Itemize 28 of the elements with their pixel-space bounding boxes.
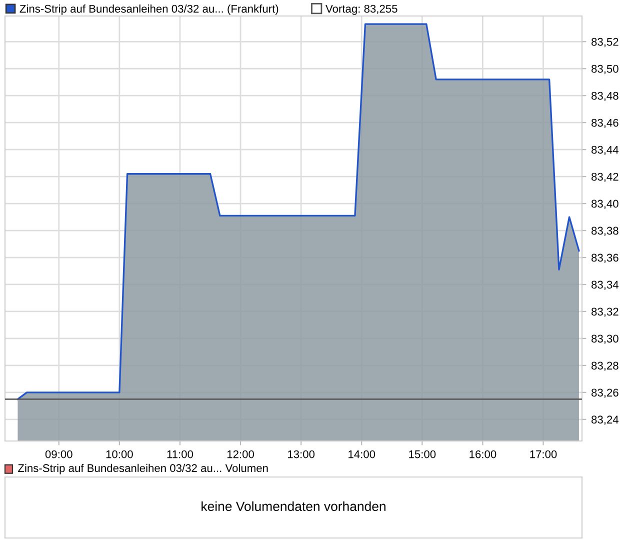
y-tick-label: 83,50	[592, 64, 618, 74]
y-tick-label: 83,26	[592, 388, 618, 398]
text: Zins-Strip auf Bundesanleihen 03/32 au... Volumen	[18, 464, 268, 474]
y-tick-label: 83,32	[592, 308, 618, 317]
x-tick-label: 15:00	[409, 450, 436, 458]
y-tick-label: 83,28	[592, 362, 618, 371]
y-tick-label: 83,36	[592, 254, 618, 263]
y-tick-label: 83,48	[592, 92, 618, 102]
y-tick-label: 83,24	[592, 416, 619, 425]
x-tick-label: 10:00	[106, 450, 133, 458]
y-tick-label: 83,46	[592, 118, 618, 128]
y-tick-label: 83,34	[592, 280, 619, 290]
x-tick-label: 13:00	[288, 450, 315, 458]
y-tick-label: 83,42	[592, 172, 618, 182]
x-tick-label: 11:00	[167, 450, 194, 458]
y-tick-label: 83,30	[592, 334, 618, 344]
legend-label: Zins-Strip auf Bundesanleihen 03/32 au... (Frankfurt)	[20, 4, 278, 15]
y-tick-label: 83,44	[592, 146, 619, 156]
x-tick-label: 17:00	[530, 450, 557, 458]
legend-label: Vortag: 83,255	[326, 4, 398, 15]
y-tick-label: 83,38	[592, 226, 618, 236]
y-tick-label: 83,40	[592, 200, 618, 209]
x-tick-label: 09:00	[45, 450, 72, 458]
y-tick-label: 83,52	[592, 38, 618, 48]
x-tick-label: 12:00	[227, 450, 254, 458]
x-tick-label: 14:00	[348, 450, 376, 458]
text: keine Volumendaten vorhanden	[202, 501, 386, 512]
x-tick-label: 16:00	[470, 450, 496, 458]
